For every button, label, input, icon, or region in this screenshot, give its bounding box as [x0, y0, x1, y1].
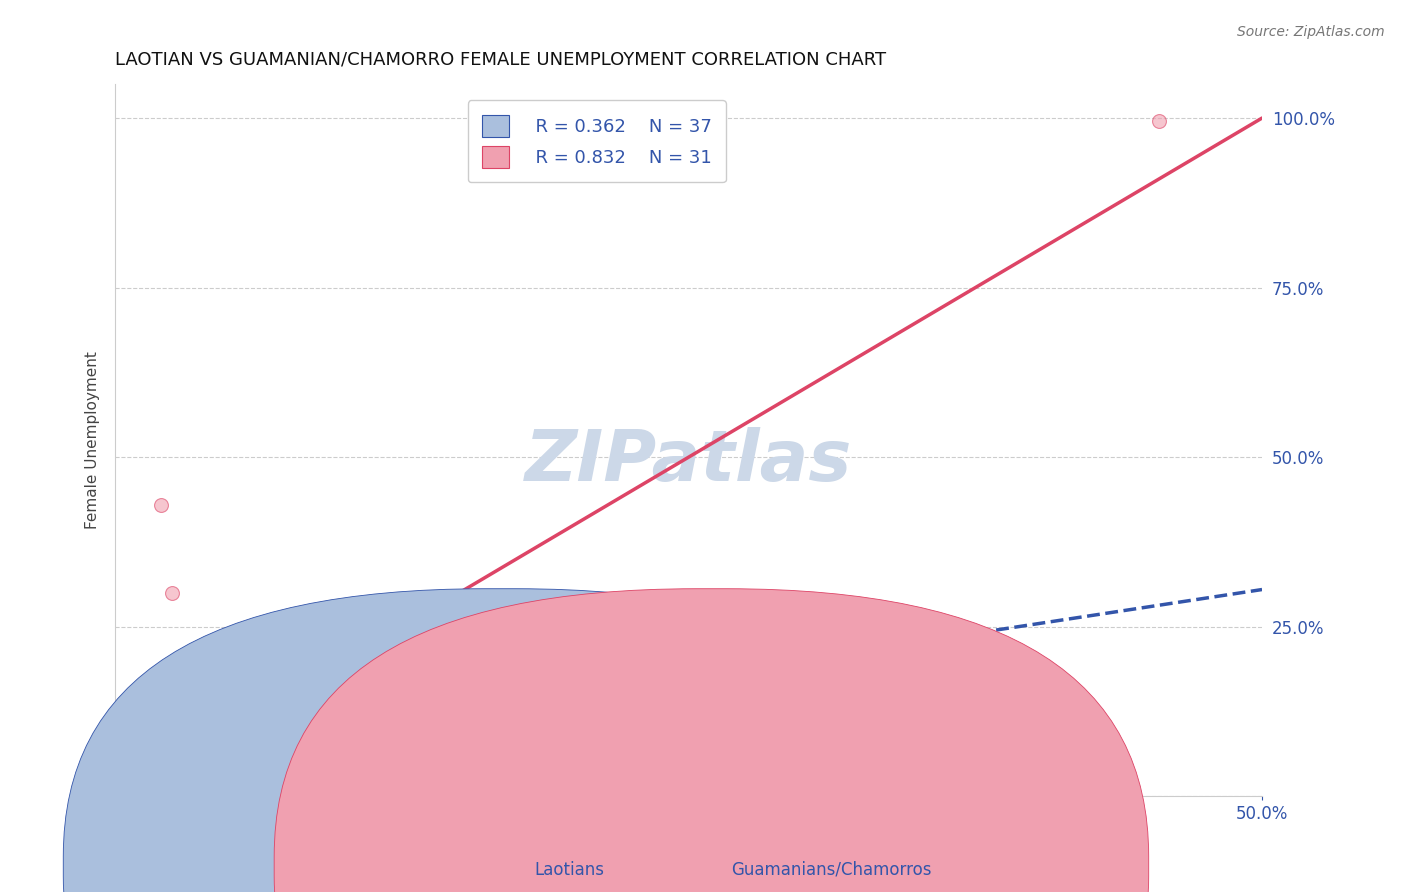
- Y-axis label: Female Unemployment: Female Unemployment: [86, 351, 100, 529]
- Point: [149, 498, 172, 512]
- Point: [122, 782, 145, 797]
- Point: [149, 748, 172, 763]
- Point: [122, 769, 145, 783]
- Point: [105, 782, 128, 797]
- Point: [207, 714, 229, 729]
- Point: [195, 776, 218, 790]
- Text: ZIPatlas: ZIPatlas: [524, 427, 852, 496]
- Point: [149, 769, 172, 783]
- Point: [134, 769, 156, 783]
- Point: [120, 776, 142, 790]
- Point: [723, 776, 745, 790]
- Point: [162, 586, 184, 600]
- Point: [156, 756, 179, 770]
- Point: [156, 769, 179, 783]
- Point: [127, 762, 149, 776]
- Point: [115, 782, 138, 797]
- Point: [105, 782, 128, 797]
- Point: [188, 735, 211, 749]
- Point: [120, 769, 142, 783]
- Point: [108, 786, 131, 800]
- Point: [162, 748, 184, 763]
- Point: [145, 776, 167, 790]
- Point: [162, 735, 184, 749]
- Point: [180, 769, 202, 783]
- Point: [166, 769, 188, 783]
- Point: [202, 769, 225, 783]
- Text: Source: ZipAtlas.com: Source: ZipAtlas.com: [1237, 25, 1385, 39]
- Point: [131, 776, 153, 790]
- Point: [145, 742, 167, 756]
- Point: [173, 776, 195, 790]
- Point: [218, 728, 240, 742]
- Legend:   R = 0.362    N = 37,   R = 0.832    N = 31: R = 0.362 N = 37, R = 0.832 N = 31: [468, 100, 725, 182]
- Point: [155, 776, 177, 790]
- Point: [138, 776, 160, 790]
- Point: [195, 722, 218, 736]
- Point: [460, 701, 482, 715]
- Point: [167, 742, 190, 756]
- Point: [184, 776, 207, 790]
- Point: [229, 769, 252, 783]
- Point: [167, 681, 190, 695]
- Point: [214, 722, 236, 736]
- Point: [111, 782, 134, 797]
- Point: [131, 756, 153, 770]
- Point: [115, 782, 138, 797]
- Point: [134, 769, 156, 783]
- Point: [111, 776, 134, 790]
- Text: Guamanians/Chamorros: Guamanians/Chamorros: [731, 861, 932, 879]
- Point: [184, 728, 207, 742]
- Point: [149, 769, 172, 783]
- Point: [127, 776, 149, 790]
- Point: [1147, 114, 1170, 128]
- Point: [138, 762, 160, 776]
- Point: [173, 735, 195, 749]
- Point: [166, 728, 188, 742]
- Point: [162, 776, 184, 790]
- Point: [242, 776, 264, 790]
- Point: [155, 742, 177, 756]
- Point: [180, 722, 202, 736]
- Text: Laotians: Laotians: [534, 861, 605, 879]
- Point: [218, 776, 240, 790]
- Point: [191, 776, 214, 790]
- Point: [127, 769, 149, 783]
- Point: [264, 776, 287, 790]
- Point: [149, 735, 172, 749]
- Point: [142, 756, 165, 770]
- Point: [471, 694, 494, 708]
- Text: LAOTIAN VS GUAMANIAN/CHAMORRO FEMALE UNEMPLOYMENT CORRELATION CHART: LAOTIAN VS GUAMANIAN/CHAMORRO FEMALE UNE…: [115, 51, 886, 69]
- Point: [142, 769, 165, 783]
- Point: [122, 776, 145, 790]
- Point: [200, 728, 222, 742]
- Point: [115, 776, 138, 790]
- Point: [177, 748, 200, 763]
- Point: [138, 748, 160, 763]
